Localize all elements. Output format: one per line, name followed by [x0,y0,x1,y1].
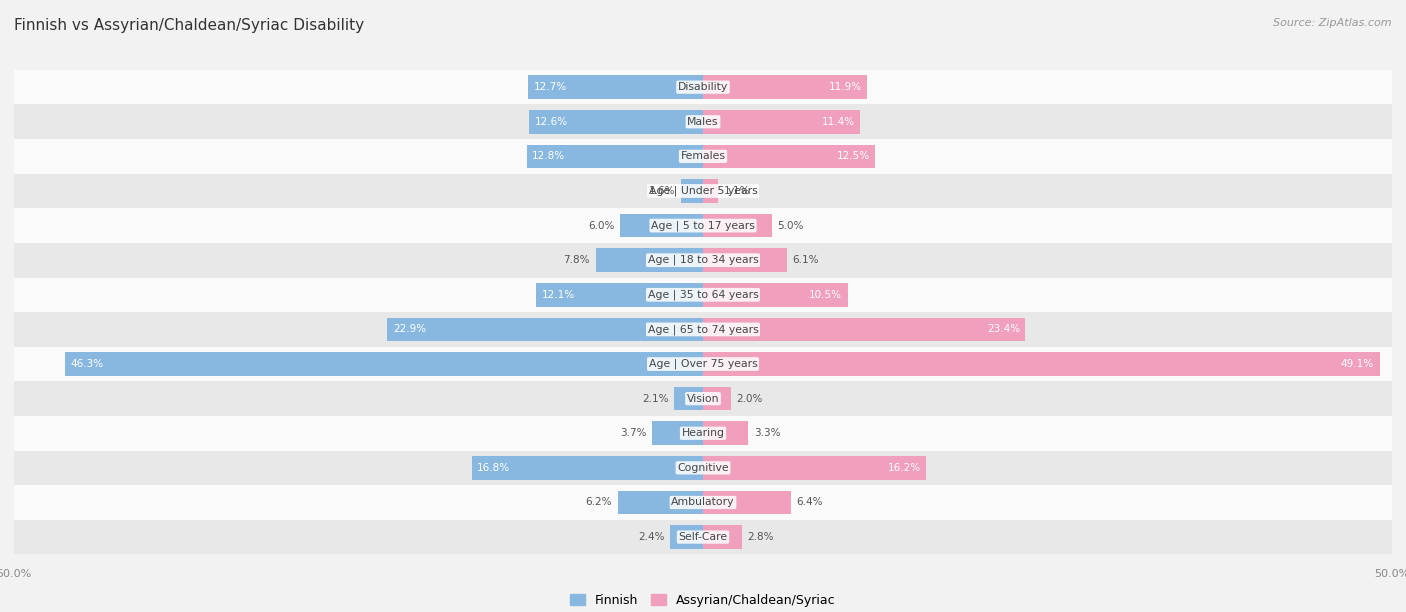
Bar [536,283,703,307]
Text: 11.9%: 11.9% [828,82,862,92]
Text: Age | 65 to 74 years: Age | 65 to 74 years [648,324,758,335]
Bar [14,277,1392,312]
Bar [617,491,703,514]
Bar [14,243,1392,277]
Bar [14,381,1392,416]
Bar [596,248,703,272]
Text: 3.7%: 3.7% [620,428,647,438]
Bar [703,110,860,133]
Bar [681,179,703,203]
Text: 12.6%: 12.6% [534,117,568,127]
Bar [527,144,703,168]
Text: 16.2%: 16.2% [887,463,921,473]
Bar [673,387,703,411]
Text: Ambulatory: Ambulatory [671,498,735,507]
Text: 23.4%: 23.4% [987,324,1019,334]
Text: Males: Males [688,117,718,127]
Text: 2.0%: 2.0% [737,394,762,404]
Text: 6.1%: 6.1% [793,255,820,265]
Text: 6.2%: 6.2% [585,498,612,507]
Text: Age | Over 75 years: Age | Over 75 years [648,359,758,369]
Bar [14,520,1392,554]
Bar [14,208,1392,243]
Text: 1.6%: 1.6% [650,186,675,196]
Bar [652,422,703,445]
Text: 12.7%: 12.7% [533,82,567,92]
Text: 16.8%: 16.8% [477,463,510,473]
Text: 6.4%: 6.4% [797,498,823,507]
Bar [471,456,703,480]
Text: 2.1%: 2.1% [643,394,669,404]
Text: 1.1%: 1.1% [724,186,751,196]
Bar [529,75,703,99]
Text: 2.8%: 2.8% [747,532,773,542]
Bar [703,491,792,514]
Bar [620,214,703,237]
Bar [703,214,772,237]
Bar [14,312,1392,347]
Bar [14,105,1392,139]
Text: 5.0%: 5.0% [778,220,804,231]
Bar [703,318,1025,341]
Text: Females: Females [681,151,725,162]
Text: Self-Care: Self-Care [679,532,727,542]
Bar [703,456,927,480]
Text: Hearing: Hearing [682,428,724,438]
Text: Vision: Vision [686,394,720,404]
Bar [14,450,1392,485]
Bar [703,283,848,307]
Text: 46.3%: 46.3% [70,359,104,369]
Bar [703,353,1379,376]
Text: 7.8%: 7.8% [564,255,591,265]
Text: 22.9%: 22.9% [392,324,426,334]
Text: Age | 18 to 34 years: Age | 18 to 34 years [648,255,758,266]
Text: 12.1%: 12.1% [541,290,575,300]
Bar [703,248,787,272]
Bar [14,70,1392,105]
Legend: Finnish, Assyrian/Chaldean/Syriac: Finnish, Assyrian/Chaldean/Syriac [571,594,835,607]
Text: Age | 35 to 64 years: Age | 35 to 64 years [648,289,758,300]
Bar [703,144,875,168]
Text: Finnish vs Assyrian/Chaldean/Syriac Disability: Finnish vs Assyrian/Chaldean/Syriac Disa… [14,18,364,34]
Text: 12.8%: 12.8% [531,151,565,162]
Bar [14,139,1392,174]
Text: 10.5%: 10.5% [810,290,842,300]
Text: Age | 5 to 17 years: Age | 5 to 17 years [651,220,755,231]
Bar [669,525,703,549]
Bar [65,353,703,376]
Bar [703,75,868,99]
Bar [530,110,703,133]
Text: 12.5%: 12.5% [837,151,870,162]
Bar [703,422,748,445]
Bar [14,416,1392,450]
Text: 11.4%: 11.4% [821,117,855,127]
Text: Cognitive: Cognitive [678,463,728,473]
Bar [703,525,741,549]
Text: Source: ZipAtlas.com: Source: ZipAtlas.com [1274,18,1392,28]
Text: 49.1%: 49.1% [1341,359,1374,369]
Bar [703,387,731,411]
Bar [703,179,718,203]
Text: Disability: Disability [678,82,728,92]
Bar [388,318,703,341]
Text: Age | Under 5 years: Age | Under 5 years [648,185,758,196]
Bar [14,347,1392,381]
Bar [14,174,1392,208]
Text: 2.4%: 2.4% [638,532,665,542]
Bar [14,485,1392,520]
Text: 6.0%: 6.0% [589,220,614,231]
Text: 3.3%: 3.3% [754,428,780,438]
